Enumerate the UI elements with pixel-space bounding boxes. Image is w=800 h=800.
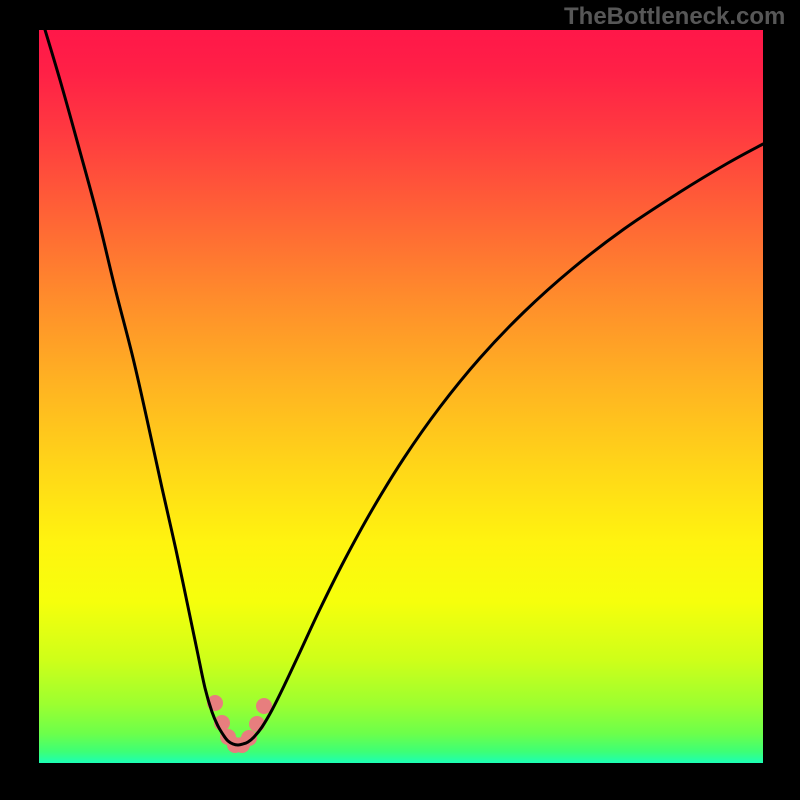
chart-svg [39, 30, 763, 763]
outer-frame: TheBottleneck.com [0, 0, 800, 800]
v-curve-line [39, 30, 763, 745]
plot-area [39, 30, 763, 763]
watermark-text: TheBottleneck.com [564, 3, 785, 31]
